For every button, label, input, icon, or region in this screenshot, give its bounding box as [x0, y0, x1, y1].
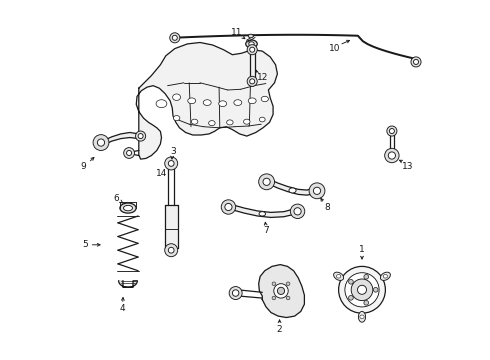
Ellipse shape — [286, 296, 290, 300]
Ellipse shape — [248, 34, 253, 38]
Ellipse shape — [334, 272, 343, 280]
Ellipse shape — [358, 285, 367, 294]
Text: 6: 6 — [114, 194, 120, 203]
Ellipse shape — [221, 200, 236, 214]
Text: 10: 10 — [328, 44, 340, 53]
Ellipse shape — [364, 274, 368, 279]
Ellipse shape — [93, 135, 109, 150]
Ellipse shape — [272, 282, 276, 285]
Polygon shape — [270, 179, 314, 195]
Ellipse shape — [337, 275, 341, 278]
Ellipse shape — [172, 94, 180, 100]
Ellipse shape — [414, 59, 418, 64]
Text: 14: 14 — [156, 169, 167, 178]
Ellipse shape — [169, 247, 174, 253]
Ellipse shape — [138, 134, 143, 139]
Ellipse shape — [203, 100, 211, 105]
Ellipse shape — [169, 161, 174, 166]
Polygon shape — [119, 281, 137, 287]
Text: 11: 11 — [231, 28, 243, 37]
Polygon shape — [136, 42, 277, 159]
Ellipse shape — [263, 178, 270, 185]
Ellipse shape — [123, 206, 132, 211]
Ellipse shape — [385, 148, 399, 163]
Ellipse shape — [286, 282, 290, 285]
Ellipse shape — [245, 40, 257, 48]
Ellipse shape — [219, 101, 227, 107]
Ellipse shape — [98, 139, 104, 146]
Ellipse shape — [388, 152, 395, 159]
Ellipse shape — [229, 287, 242, 300]
Ellipse shape — [380, 272, 391, 280]
Ellipse shape — [259, 117, 265, 122]
Ellipse shape — [345, 273, 379, 307]
Ellipse shape — [126, 150, 132, 156]
Ellipse shape — [232, 290, 239, 296]
Text: 3: 3 — [170, 147, 176, 156]
Ellipse shape — [249, 42, 254, 46]
Text: 4: 4 — [120, 304, 125, 312]
Ellipse shape — [165, 157, 178, 170]
Polygon shape — [165, 205, 178, 248]
Ellipse shape — [360, 315, 364, 319]
Ellipse shape — [247, 76, 257, 86]
Ellipse shape — [136, 131, 146, 141]
Ellipse shape — [250, 47, 255, 52]
Ellipse shape — [259, 212, 266, 216]
Text: 13: 13 — [402, 162, 414, 171]
Ellipse shape — [244, 119, 250, 124]
Ellipse shape — [390, 129, 394, 134]
Ellipse shape — [373, 287, 378, 292]
Ellipse shape — [339, 266, 386, 313]
Ellipse shape — [411, 57, 421, 67]
Text: 12: 12 — [257, 73, 268, 82]
Ellipse shape — [387, 126, 397, 136]
Text: 5: 5 — [82, 240, 88, 249]
Ellipse shape — [259, 174, 274, 190]
Ellipse shape — [156, 100, 167, 108]
Ellipse shape — [309, 183, 325, 199]
Ellipse shape — [274, 284, 288, 298]
Text: 2: 2 — [277, 325, 282, 333]
Ellipse shape — [348, 279, 353, 284]
Ellipse shape — [291, 204, 305, 219]
Text: 8: 8 — [324, 203, 330, 212]
Ellipse shape — [225, 203, 232, 211]
Ellipse shape — [227, 120, 233, 125]
Ellipse shape — [364, 301, 368, 305]
Ellipse shape — [358, 311, 366, 322]
Polygon shape — [231, 204, 294, 217]
Ellipse shape — [289, 188, 296, 193]
Ellipse shape — [348, 296, 353, 300]
Ellipse shape — [173, 116, 180, 121]
Ellipse shape — [294, 208, 301, 215]
Ellipse shape — [250, 79, 255, 84]
Ellipse shape — [314, 187, 320, 194]
Ellipse shape — [120, 203, 136, 213]
Ellipse shape — [383, 275, 388, 278]
Ellipse shape — [234, 100, 242, 105]
Ellipse shape — [272, 296, 276, 300]
Text: 1: 1 — [359, 245, 365, 253]
Ellipse shape — [165, 244, 178, 257]
Ellipse shape — [123, 148, 134, 158]
Ellipse shape — [261, 96, 269, 102]
Ellipse shape — [248, 98, 256, 104]
Ellipse shape — [188, 98, 196, 104]
Ellipse shape — [209, 121, 215, 126]
Text: 9: 9 — [81, 162, 87, 171]
Polygon shape — [104, 132, 139, 145]
Ellipse shape — [170, 33, 180, 43]
Ellipse shape — [247, 45, 257, 55]
Ellipse shape — [277, 287, 285, 294]
Ellipse shape — [172, 35, 177, 40]
Text: 7: 7 — [263, 226, 269, 235]
Polygon shape — [259, 265, 304, 318]
Ellipse shape — [351, 279, 373, 301]
Ellipse shape — [192, 119, 198, 124]
